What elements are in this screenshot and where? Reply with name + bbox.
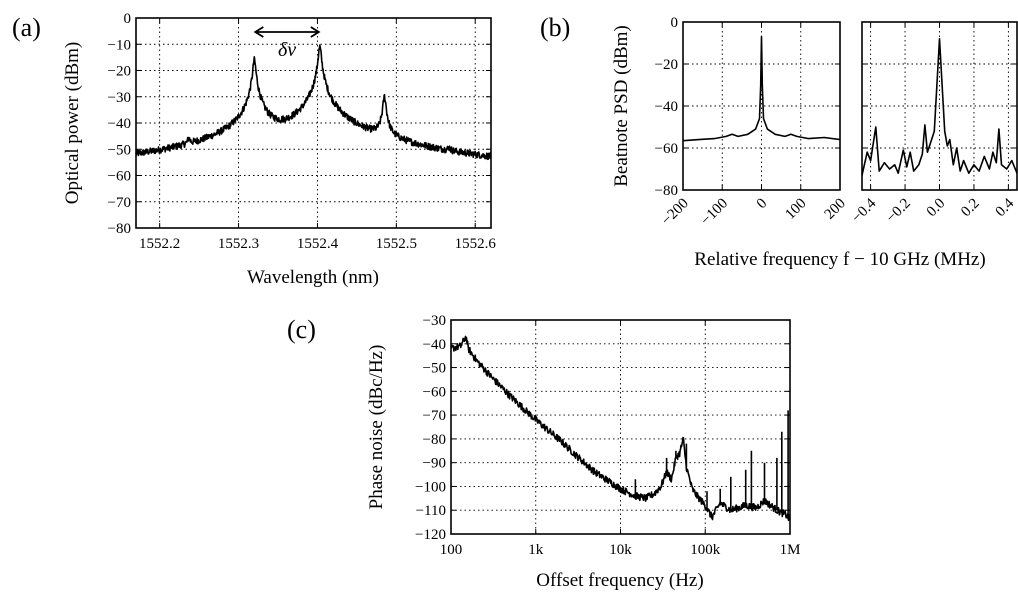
beatnote-trace-zoom (861, 38, 1018, 176)
x-tick-label: 1552.3 (218, 236, 259, 252)
x-tick-label: 1552.5 (376, 236, 417, 252)
y-tick-label: −20 (108, 64, 131, 80)
y-tick-label: −60 (108, 169, 131, 185)
y-tick-label: −50 (108, 142, 131, 158)
y-tick-label: −70 (108, 195, 131, 211)
panel-label-c: (c) (287, 315, 316, 344)
x-tick-label: 100k (690, 542, 721, 558)
y-axis-label-a: Optical power (dBm) (62, 42, 83, 205)
delta-nu-annotation: δν (253, 26, 321, 61)
x-axis-label-a: Wavelength (nm) (247, 267, 379, 288)
delta-nu-label: δν (278, 39, 296, 61)
y-tick-label: −30 (108, 90, 131, 106)
y-tick-label: −80 (108, 221, 131, 237)
y-tick-label: −120 (415, 527, 446, 543)
y-tick-label: −40 (655, 99, 678, 115)
y-axis-label-b: Beatnote PSD (dBm) (611, 25, 632, 187)
y-tick-label: −90 (423, 456, 446, 472)
x-tick-label: 0.2 (958, 196, 983, 221)
y-tick-label: 0 (124, 11, 132, 27)
beatnote-trace-wide (682, 35, 841, 142)
y-axis-label-c: Phase noise (dBc/Hz) (366, 345, 387, 510)
y-tick-label: −70 (423, 408, 446, 424)
y-tick-label: −100 (415, 479, 446, 495)
x-tick-label: 100 (782, 196, 809, 223)
x-tick-label: 1k (528, 542, 544, 558)
x-tick-label: 0 (754, 196, 771, 213)
y-tick-label: −50 (423, 361, 446, 377)
x-tick-label: 0.0 (924, 196, 949, 221)
panel-label-a: (a) (12, 13, 41, 42)
y-tick-label: −40 (423, 337, 446, 353)
y-tick-label: −80 (423, 432, 446, 448)
x-tick-label: 10k (609, 542, 632, 558)
x-tick-label: 1552.6 (455, 236, 497, 252)
x-tick-label: 100 (440, 542, 463, 558)
chart-b: −200 −100 0 100 200 0 −20 −40 −60 −80 −0.4 −0.2 0.0… (611, 15, 1018, 270)
y-tick-label: −80 (655, 183, 678, 199)
x-tick-label: −0.4 (849, 195, 880, 226)
y-tick-label: −30 (423, 313, 446, 329)
x-tick-label: 1552.2 (139, 236, 180, 252)
spectrum-trace (135, 44, 492, 161)
y-tick-label: 0 (671, 15, 679, 31)
x-axis-label-b: Relative frequency f − 10 GHz (MHz) (694, 249, 985, 270)
phase-noise-trace (450, 335, 791, 522)
x-tick-label: 0.4 (993, 195, 1018, 220)
y-tick-label: −110 (416, 503, 446, 519)
y-tick-label: −60 (655, 141, 678, 157)
x-tick-label: 1552.4 (297, 236, 339, 252)
x-tick-label: 1M (780, 542, 801, 558)
y-tick-label: −20 (655, 57, 678, 73)
chart-c: 100 1k 10k 100k 1M −30 −40 −50 −60 −70 −80 −90 −100 −… (366, 313, 800, 591)
x-tick-label: −0.2 (883, 196, 914, 227)
panel-label-b: (b) (540, 13, 570, 42)
x-axis-label-c: Offset frequency (Hz) (536, 570, 703, 591)
y-tick-label: −60 (423, 384, 446, 400)
y-tick-label: −10 (108, 37, 131, 53)
chart-a: 1552.2 1552.3 1552.4 1552.5 1552.6 0 −10 −20 −30… (62, 11, 496, 288)
x-tick-label: 200 (822, 196, 849, 223)
y-tick-label: −40 (108, 116, 131, 132)
x-tick-label: −200 (659, 196, 692, 229)
x-tick-label: −100 (698, 196, 731, 229)
